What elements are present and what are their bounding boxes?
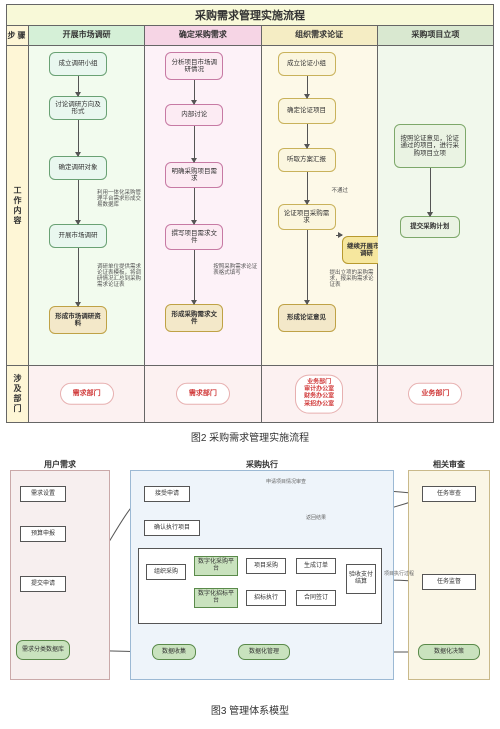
col-head-1: 开展市场调研 [29,26,145,45]
fig2-work-row: 工作内容 成立调研小组讨论调研方向及形式确定调研对象开展市场调研形成市场调研资料… [7,46,493,366]
edge-label: 申请项目情况审查 [266,478,306,485]
f3-node: 需求设置 [20,486,66,502]
dept-bubble: 需求部门 [60,383,114,405]
arrow [194,188,195,224]
arrow [78,120,79,156]
fig2-header-row: 步骤 开展市场调研 确定采购需求 组织需求论证 采购项目立项 [7,26,493,46]
arrow [336,235,342,236]
fig2-title: 采购需求管理实施流程 [7,5,493,26]
flow-node: 成立调研小组 [49,52,107,76]
dept-bubble: 需求部门 [176,383,230,405]
flow-node: 成立论证小组 [278,52,336,76]
f3-node: 任务审查 [422,486,476,502]
dept-bubble: 业务部门审计办公室财务办公室采招办公室 [295,375,343,414]
flow-node: 听取方案汇报 [278,148,336,172]
flow-node: 按照论证意见，论证通过的项目，进行采购项目立项 [394,124,466,168]
arrow [194,126,195,162]
arrow [307,172,308,204]
dept-cell-4: 业务部门 [378,366,493,422]
work-cell-1: 成立调研小组讨论调研方向及形式确定调研对象开展市场调研形成市场调研资料 利用一体化… [29,46,145,365]
fig3-caption: 图3 管理体系模型 [0,702,500,717]
flow-node: 明确采购项目需求 [165,162,223,188]
f3-node: 确认执行项目 [144,520,200,536]
region-title: 相关审查 [433,459,465,470]
flow-node: 开展市场调研 [49,224,107,248]
f3-node: 需求分类数据库 [16,640,70,660]
f3-node: 预算申报 [20,526,66,542]
edge-label: 项目执行过程 [384,570,414,577]
flow-node: 形成论证意见 [278,304,336,332]
work-cell-4: 按照论证意见，论证通过的项目，进行采购项目立项提交采购计划 [378,46,493,365]
rowlabel-dept: 涉及部门 [7,366,29,422]
flow-node: 撰写项目需求文件 [165,224,223,250]
f3-node: 提交申请 [20,576,66,592]
rowlabel-steps: 步骤 [7,26,29,45]
edge-label: 返回结果 [306,514,326,521]
col-head-3: 组织需求论证 [262,26,378,45]
work-cell-3: 成立论证小组确定论证项目听取方案汇报论证项目采购需求继续开展市场调研形成论证意见… [262,46,378,365]
note: 按照采购需求论证表格式填写 [213,264,259,276]
flow-node: 提交采购计划 [400,216,460,238]
arrow [194,250,195,304]
dept-bubble: 业务部门 [408,383,462,405]
region-title: 用户需求 [44,459,76,470]
fig3-model: 用户需求 采购执行 相关审查需求设置预算申报提交申请需求分类数据库 接受申请确认执行项… [6,456,494,696]
f3-node: 数据收集 [152,644,196,660]
col-head-4: 采购项目立项 [378,26,493,45]
f3-node: 合同签订 [296,590,336,606]
flow-node: 论证项目采购需求 [278,204,336,230]
flow-node: 确定论证项目 [278,98,336,124]
f3-node: 数字化招标平台 [194,588,238,608]
flow-node: 形成采购需求文件 [165,304,223,332]
flow-node: 讨论调研方向及形式 [49,96,107,120]
dept-cell-1: 需求部门 [29,366,145,422]
f3-node: 接受申请 [144,486,190,502]
work-cell-2: 分析项目市场调研情况内部讨论明确采购项目需求撰写项目需求文件形成采购需求文件 按照… [145,46,261,365]
fig2-caption: 图2 采购需求管理实施流程 [0,429,500,444]
note: 不通过 [332,188,378,194]
arrow [78,76,79,96]
arrow [430,168,431,216]
note: 利用一体化采购管理平台需求形成交易数据库 [97,190,143,208]
f3-node: 数字化采购平台 [194,556,238,576]
arrow [307,124,308,148]
f3-node: 项目采购 [246,558,286,574]
region-title: 采购执行 [246,459,278,470]
f3-node: 任务监督 [422,574,476,590]
f3-node: 生成订单 [296,558,336,574]
fig2-dept-row: 涉及部门 需求部门 需求部门 业务部门审计办公室财务办公室采招办公室 业务部门 [7,366,493,422]
arrow [78,180,79,224]
rowlabel-work: 工作内容 [7,46,29,365]
arrow [78,248,79,306]
f3-node: 数据化决策 [418,644,480,660]
arrow [307,76,308,98]
flow-node: 内部讨论 [165,104,223,126]
arrow [307,230,308,304]
dept-cell-2: 需求部门 [145,366,261,422]
f3-node: 验收支付结算 [346,564,376,594]
f3-node: 组织采购 [146,564,186,580]
arrow [194,80,195,104]
col-head-2: 确定采购需求 [145,26,261,45]
f3-node: 数据化管理 [238,644,290,660]
flow-node: 分析项目市场调研情况 [165,52,223,80]
flow-node: 确定调研对象 [49,156,107,180]
fig2-procurement-flow: 采购需求管理实施流程 步骤 开展市场调研 确定采购需求 组织需求论证 采购项目立… [6,4,494,423]
dept-cell-3: 业务部门审计办公室财务办公室采招办公室 [262,366,378,422]
flow-node: 形成市场调研资料 [49,306,107,334]
note: 提出立项的采购需求，报采购需求论证表 [330,270,376,288]
f3-node: 招标执行 [246,590,286,606]
note: 调研单位提供需求论证表模板，将调研情况汇总到采购需求论证表 [97,264,143,288]
